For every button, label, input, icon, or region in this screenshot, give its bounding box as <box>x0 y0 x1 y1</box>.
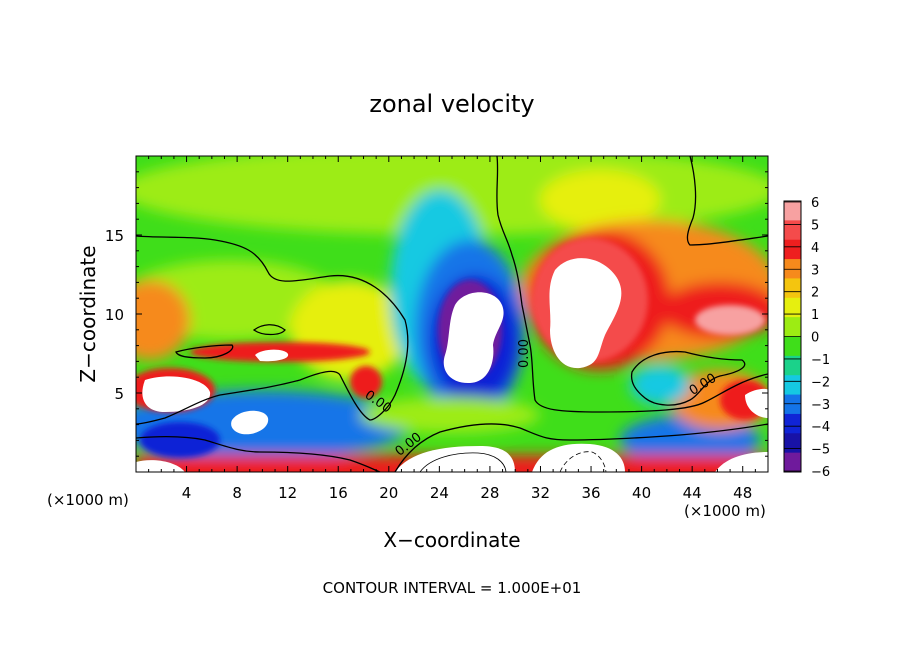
contour-label-group: 0.00 <box>517 339 532 368</box>
y-tick-label: 5 <box>114 385 124 403</box>
chart-title: zonal velocity <box>369 90 534 118</box>
colorbar-swatch <box>784 452 801 473</box>
zero-contours <box>136 156 768 472</box>
x-tick-label: 48 <box>733 484 752 502</box>
contour-upper-left <box>136 235 409 425</box>
white-region-left <box>142 376 211 412</box>
colorbar-label: −5 <box>811 443 830 458</box>
colorbar-label: −2 <box>811 375 830 390</box>
y-tick-label: 15 <box>105 227 124 245</box>
colorbar-label: 3 <box>811 263 819 278</box>
white-region-right <box>549 258 622 369</box>
blob-right-cyan <box>630 365 690 405</box>
contour-bottom-white <box>419 452 507 472</box>
colorbar-swatch <box>784 201 801 221</box>
colorbar-swatch <box>784 355 801 376</box>
colorbar-label: 2 <box>811 286 819 301</box>
blob-left-orange <box>136 280 190 360</box>
y-tick-labels: 5 10 15 <box>105 227 124 403</box>
x-tick-label: 36 <box>581 484 600 502</box>
colorbar-label: 4 <box>811 241 819 256</box>
extremum-red-small <box>350 366 382 398</box>
white-region-left-mid <box>231 410 269 435</box>
colorbar-swatch <box>784 433 801 454</box>
x-tick-label: 32 <box>531 484 550 502</box>
x-tick-label: 24 <box>430 484 449 502</box>
x-tick-label: 40 <box>632 484 651 502</box>
contour-upper-right <box>686 156 768 246</box>
saturated-regions <box>136 258 768 472</box>
white-region-right-edge <box>745 388 768 418</box>
x-unit-right: (×1000 m) <box>684 502 766 520</box>
colorbar-swatch <box>784 317 801 337</box>
contour-label: 0.00 <box>517 339 532 368</box>
contour-lower <box>136 423 768 472</box>
y-axis-label: Z−coordinate <box>76 245 100 382</box>
white-region-mid-left <box>255 349 289 362</box>
blob-top-right-yellow <box>540 170 660 230</box>
x-tick-label: 28 <box>480 484 499 502</box>
colorbar-label: −3 <box>811 398 830 413</box>
white-region-bottom-right <box>532 443 625 472</box>
colorbar-swatch <box>784 336 801 357</box>
colorbar-label: 1 <box>811 308 819 323</box>
colorbar-swatch <box>784 413 801 434</box>
contour-small-left <box>175 344 234 359</box>
white-region-center <box>443 292 504 384</box>
extremum-pink-right <box>695 305 765 335</box>
contour-center-vertical <box>496 156 768 413</box>
x-axis-label: X−coordinate <box>383 528 520 552</box>
x-tick-label: 20 <box>379 484 398 502</box>
colorbar-label: −4 <box>811 420 830 435</box>
x-unit-left: (×1000 m) <box>47 491 129 509</box>
x-tick-label: 4 <box>182 484 192 502</box>
axis-ticks <box>136 156 768 472</box>
colorbar-label: 5 <box>811 218 819 233</box>
colorbar-label: −6 <box>811 465 830 480</box>
colorbar-label: 6 <box>811 196 819 211</box>
contour-bottom-dashed <box>559 451 607 472</box>
y-tick-label: 10 <box>105 306 124 324</box>
colorbar-swatch <box>784 278 801 299</box>
x-tick-label: 16 <box>329 484 348 502</box>
contour-right-loop <box>630 350 746 406</box>
colorbar: 6 5 4 3 2 1 0 −1 −2 −3 −4 −5 −6 <box>783 196 830 480</box>
white-region-bottom-far-right <box>715 452 768 472</box>
colorbar-label: 0 <box>811 331 819 346</box>
colorbar-label: −1 <box>811 353 830 368</box>
x-tick-label: 8 <box>232 484 242 502</box>
contour-small-left-2 <box>252 324 286 336</box>
x-tick-labels: 4 8 12 16 20 24 28 32 36 40 44 48 <box>182 484 752 502</box>
colorbar-swatch <box>784 375 801 396</box>
x-tick-label: 12 <box>278 484 297 502</box>
x-tick-label: 44 <box>683 484 702 502</box>
heatmap-field <box>136 156 768 472</box>
colorbar-swatch <box>784 394 801 415</box>
colorbar-swatch <box>784 239 801 260</box>
extremum-blue-bottom <box>140 422 220 458</box>
colorbar-swatch <box>784 297 801 318</box>
colorbar-swatch <box>784 220 801 241</box>
contour-interval-note: CONTOUR INTERVAL = 1.000E+01 <box>323 579 582 597</box>
white-region-bottom-center <box>395 446 515 472</box>
